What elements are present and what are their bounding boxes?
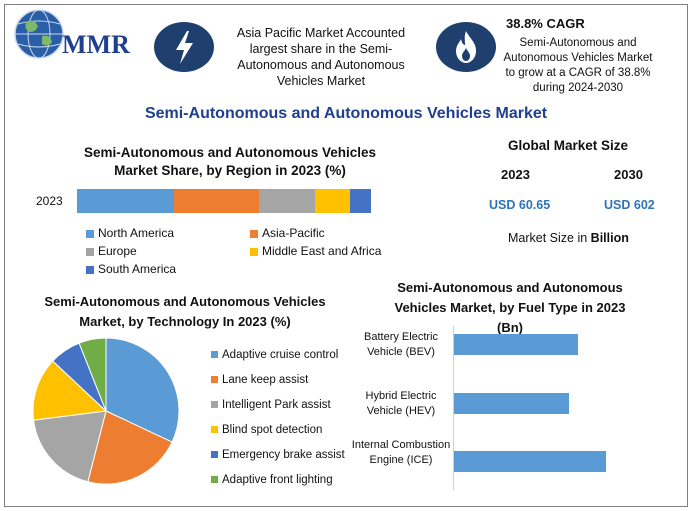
legend-label: North America xyxy=(98,226,175,240)
flame-icon-badge xyxy=(436,22,496,72)
region-bar-segment-4 xyxy=(350,189,371,213)
legend-label: Middle East and Africa xyxy=(262,244,382,258)
tech-legend-item: Intelligent Park assist xyxy=(211,398,331,412)
cagr-heading: 38.8% CAGR xyxy=(506,16,585,31)
pie-slice-0 xyxy=(105,337,180,443)
legend-swatch xyxy=(211,451,218,459)
region-legend-item: Middle East and Africa xyxy=(250,244,381,258)
legend-label: Europe xyxy=(98,244,137,258)
region-chart-title: Semi-Autonomous and Autonomous Vehicles … xyxy=(83,145,377,178)
pie-slice-1 xyxy=(87,410,173,485)
global-size-title: Global Market Size xyxy=(508,138,629,153)
fuel-axis-line xyxy=(453,326,454,490)
market-size-unit-prefix: Market Size in xyxy=(508,231,591,245)
tech-legend-item: Lane keep assist xyxy=(211,373,308,387)
legend-swatch xyxy=(211,376,218,384)
legend-label: Adaptive front lighting xyxy=(222,474,333,486)
fuel-category-label: Hybrid Electric Vehicle (HEV) xyxy=(365,390,437,417)
market-size-unit-value: Billion xyxy=(590,231,629,245)
legend-swatch xyxy=(250,229,258,238)
tech-legend-item: Emergency brake assist xyxy=(211,448,345,462)
banner-left-text: Asia Pacific Market Accounted largest sh… xyxy=(236,26,406,88)
logo-text: MMR xyxy=(62,30,130,59)
global-value-2030: USD 602 xyxy=(604,198,655,212)
legend-label: Blind spot detection xyxy=(222,424,323,436)
legend-label: South America xyxy=(98,262,177,276)
legend-swatch xyxy=(86,247,94,256)
region-legend-item: Asia-Pacific xyxy=(250,226,325,240)
global-year-2023: 2023 xyxy=(501,167,530,182)
lightning-icon-badge xyxy=(154,22,214,72)
flame-icon xyxy=(456,31,476,63)
global-year-2030: 2030 xyxy=(614,167,643,182)
region-bar-segment-2 xyxy=(259,189,316,213)
legend-swatch xyxy=(211,401,218,409)
legend-label: Intelligent Park assist xyxy=(222,399,331,411)
infographic-frame xyxy=(4,4,688,507)
region-bar-segment-0 xyxy=(77,189,175,213)
tech-pie-chart xyxy=(32,337,180,485)
market-size-unit: Market Size in Billion xyxy=(508,231,629,245)
legend-swatch xyxy=(86,265,94,274)
fuel-chart-title: Semi-Autonomous and Autonomous Vehicles … xyxy=(394,280,626,335)
logo: MMR xyxy=(12,8,142,60)
region-bar-segment-3 xyxy=(315,189,351,213)
region-stacked-bar xyxy=(77,189,371,213)
tech-chart-title: Semi-Autonomous and Autonomous Vehicles … xyxy=(44,294,326,329)
legend-swatch xyxy=(211,426,218,434)
globe-icon xyxy=(14,9,64,59)
pie-slice-3 xyxy=(32,360,108,421)
pie-slice-5 xyxy=(78,337,107,412)
region-category-label: 2023 xyxy=(36,194,63,208)
legend-swatch xyxy=(86,229,94,238)
region-bar-segment-1 xyxy=(174,189,260,213)
fuel-bar xyxy=(454,451,606,472)
tech-legend-item: Adaptive front lighting xyxy=(211,473,333,487)
fuel-category-label: Battery Electric Vehicle (BEV) xyxy=(364,331,438,358)
region-legend-item: South America xyxy=(86,262,176,276)
main-title: Semi-Autonomous and Autonomous Vehicles … xyxy=(144,105,548,122)
legend-swatch xyxy=(211,476,218,484)
tech-legend-item: Adaptive cruise control xyxy=(211,348,338,362)
pie-slice-2 xyxy=(33,410,107,483)
lightning-icon xyxy=(176,31,193,64)
legend-label: Asia-Pacific xyxy=(262,226,325,240)
legend-swatch xyxy=(211,351,218,359)
fuel-category-label: Internal Combustion Engine (ICE) xyxy=(351,439,451,466)
legend-swatch xyxy=(250,247,258,256)
global-value-2023: USD 60.65 xyxy=(489,198,551,212)
fuel-bar xyxy=(454,334,578,355)
region-legend-item: Europe xyxy=(86,244,137,258)
region-legend-item: North America xyxy=(86,226,174,240)
fuel-bar xyxy=(454,393,569,414)
tech-legend-item: Blind spot detection xyxy=(211,423,322,437)
banner-right-text: Semi-Autonomous and Autonomous Vehicles … xyxy=(503,37,653,94)
legend-label: Lane keep assist xyxy=(222,374,309,386)
legend-label: Adaptive cruise control xyxy=(222,349,339,361)
legend-label: Emergency brake assist xyxy=(222,449,345,461)
